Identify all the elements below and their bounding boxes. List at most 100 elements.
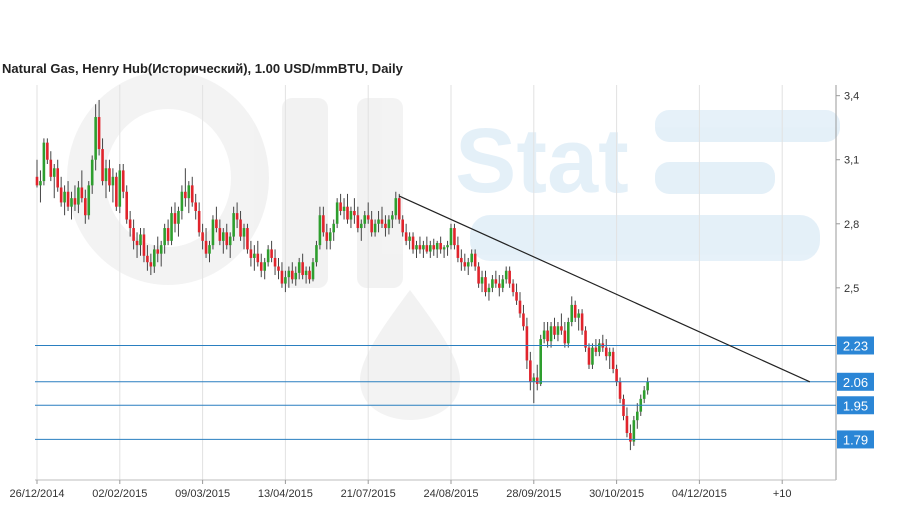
candle-body bbox=[235, 213, 239, 220]
candle-body bbox=[97, 117, 101, 150]
candle-body bbox=[522, 313, 525, 327]
y-tick-label: 2,8 bbox=[844, 219, 859, 231]
candle-body bbox=[280, 270, 284, 284]
candle-body bbox=[173, 213, 177, 224]
candle-body bbox=[190, 185, 194, 203]
candle-body bbox=[70, 198, 73, 207]
candle-body bbox=[408, 236, 411, 241]
candle-body bbox=[301, 262, 304, 276]
candle-body bbox=[577, 313, 580, 318]
candle-body bbox=[460, 257, 463, 263]
candle-body bbox=[387, 219, 391, 229]
candle-body bbox=[397, 198, 401, 220]
candle-body bbox=[591, 347, 594, 365]
candle-body bbox=[342, 206, 346, 211]
candle-body bbox=[556, 326, 560, 335]
candle-body bbox=[418, 245, 422, 250]
candle-body bbox=[587, 347, 591, 365]
watermark-stat-text: Stat bbox=[455, 110, 629, 212]
candle-body bbox=[508, 270, 511, 284]
candle-body bbox=[646, 381, 649, 391]
candle-body bbox=[118, 170, 122, 207]
candle-body bbox=[353, 210, 356, 216]
level-badge-label: 2.06 bbox=[843, 375, 868, 390]
level-badge bbox=[837, 336, 874, 355]
candle-body bbox=[480, 277, 484, 284]
candle-body bbox=[442, 247, 446, 250]
candle-body bbox=[567, 322, 570, 344]
candle-body bbox=[308, 270, 311, 280]
candle-body bbox=[328, 232, 332, 241]
x-axis: 26/12/2014 02/02/2015 09/03/2015 13/04/2015… bbox=[9, 480, 792, 500]
candle-body bbox=[491, 279, 494, 288]
candle-body bbox=[446, 245, 449, 248]
candle-body bbox=[56, 168, 59, 188]
candle-body bbox=[80, 187, 84, 199]
candle-body bbox=[563, 330, 567, 344]
candle-body bbox=[201, 232, 204, 241]
x-tick-label: 02/02/2015 bbox=[92, 488, 147, 500]
candle-body bbox=[153, 249, 156, 267]
watermark-letter-o bbox=[67, 71, 269, 285]
candle-body bbox=[518, 300, 522, 314]
candle-body bbox=[494, 279, 498, 284]
candle-body bbox=[580, 313, 584, 331]
y-tick-label: 3,4 bbox=[844, 91, 859, 103]
candle-body bbox=[263, 262, 266, 271]
candle-body bbox=[360, 223, 363, 229]
candle-body bbox=[584, 330, 587, 348]
candle-body bbox=[146, 255, 149, 263]
candle-body bbox=[135, 240, 139, 246]
candle-body bbox=[363, 215, 367, 224]
candle-body bbox=[259, 262, 263, 271]
candle-body bbox=[297, 262, 301, 273]
candle-body bbox=[525, 326, 529, 361]
candle-body bbox=[46, 142, 49, 160]
candle-body bbox=[208, 245, 211, 254]
candle-body bbox=[180, 191, 184, 211]
candle-body bbox=[611, 351, 615, 369]
x-tick-label: 04/12/2015 bbox=[672, 488, 727, 500]
candle-body bbox=[139, 234, 142, 246]
candle-body bbox=[439, 243, 442, 250]
candle-body bbox=[277, 266, 280, 271]
candle-body bbox=[315, 245, 318, 263]
level-badge bbox=[837, 396, 874, 415]
candle-body bbox=[177, 210, 180, 224]
candle-body bbox=[253, 253, 256, 258]
candle-body bbox=[156, 249, 160, 254]
candle-body bbox=[284, 277, 287, 284]
candle-body bbox=[404, 232, 408, 241]
candle-body bbox=[466, 262, 470, 267]
candle-body bbox=[594, 347, 598, 352]
candle-body bbox=[435, 243, 439, 250]
chart-title: Natural Gas, Henry Hub(Исторический), 1.… bbox=[2, 61, 403, 76]
candle-body bbox=[66, 191, 70, 207]
candle-body bbox=[356, 215, 360, 229]
candle-body bbox=[622, 398, 625, 416]
candle-body bbox=[511, 283, 515, 293]
candle-body bbox=[35, 176, 39, 186]
candle-body bbox=[604, 347, 608, 357]
candle-body bbox=[39, 181, 42, 186]
x-tick-label: +10 bbox=[773, 488, 792, 500]
candle-body bbox=[204, 240, 208, 254]
watermark-drop-icon bbox=[360, 290, 460, 420]
candle-body bbox=[115, 176, 118, 207]
candle-body bbox=[270, 249, 273, 258]
trendline[interactable] bbox=[399, 195, 811, 383]
candle-body bbox=[429, 245, 432, 252]
candle-body bbox=[291, 270, 294, 280]
candle-body bbox=[449, 228, 453, 246]
level-badge bbox=[837, 430, 874, 449]
candle-body bbox=[332, 223, 335, 233]
candle-body bbox=[422, 245, 425, 250]
candles bbox=[35, 99, 649, 451]
candle-body bbox=[197, 210, 201, 233]
candle-body bbox=[484, 277, 487, 293]
candle-body bbox=[211, 219, 215, 246]
candle-body bbox=[560, 326, 563, 331]
level-badge-label: 2.23 bbox=[843, 338, 868, 353]
candle-body bbox=[629, 433, 632, 442]
grid bbox=[35, 85, 837, 481]
